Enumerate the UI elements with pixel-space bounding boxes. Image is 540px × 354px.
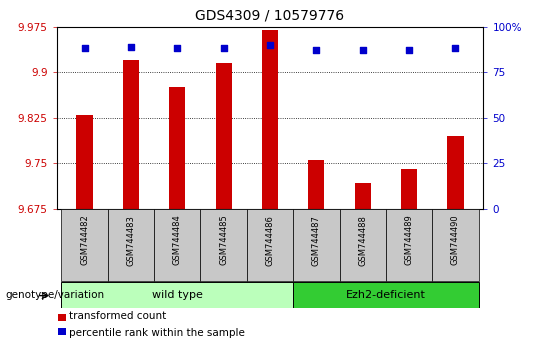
Bar: [215, 63, 232, 209]
Bar: [308, 160, 325, 209]
Bar: [58, 314, 66, 321]
Point: [405, 47, 414, 53]
Bar: [262, 30, 278, 209]
Text: GSM744483: GSM744483: [126, 215, 136, 266]
Text: GSM744485: GSM744485: [219, 215, 228, 266]
Text: genotype/variation: genotype/variation: [5, 290, 105, 300]
Text: GSM744490: GSM744490: [451, 215, 460, 265]
Bar: [293, 282, 478, 308]
Point: [312, 47, 321, 53]
Text: GSM744486: GSM744486: [266, 215, 274, 266]
Bar: [386, 209, 433, 281]
Text: percentile rank within the sample: percentile rank within the sample: [69, 328, 245, 338]
Point: [451, 46, 460, 51]
Text: GSM744484: GSM744484: [173, 215, 182, 266]
Bar: [447, 136, 464, 209]
Bar: [340, 209, 386, 281]
Bar: [200, 209, 247, 281]
Point: [359, 47, 367, 53]
Text: GSM744487: GSM744487: [312, 215, 321, 266]
Text: Ezh2-deficient: Ezh2-deficient: [346, 290, 426, 300]
Bar: [401, 169, 417, 209]
Bar: [433, 209, 478, 281]
Bar: [62, 282, 293, 308]
Bar: [107, 209, 154, 281]
Text: wild type: wild type: [152, 290, 202, 300]
Point: [80, 46, 89, 51]
Point: [266, 42, 274, 48]
Text: GSM744488: GSM744488: [358, 215, 367, 266]
Text: GSM744482: GSM744482: [80, 215, 89, 266]
Text: GSM744489: GSM744489: [404, 215, 414, 266]
Bar: [154, 209, 200, 281]
Point: [219, 46, 228, 51]
Bar: [123, 60, 139, 209]
Bar: [355, 183, 371, 209]
Bar: [293, 209, 340, 281]
Bar: [76, 115, 93, 209]
Text: GDS4309 / 10579776: GDS4309 / 10579776: [195, 9, 345, 23]
Bar: [247, 209, 293, 281]
Point: [173, 46, 181, 51]
Point: [126, 44, 135, 50]
Bar: [58, 328, 66, 335]
Bar: [62, 209, 107, 281]
Bar: [169, 87, 185, 209]
Text: transformed count: transformed count: [69, 311, 166, 321]
